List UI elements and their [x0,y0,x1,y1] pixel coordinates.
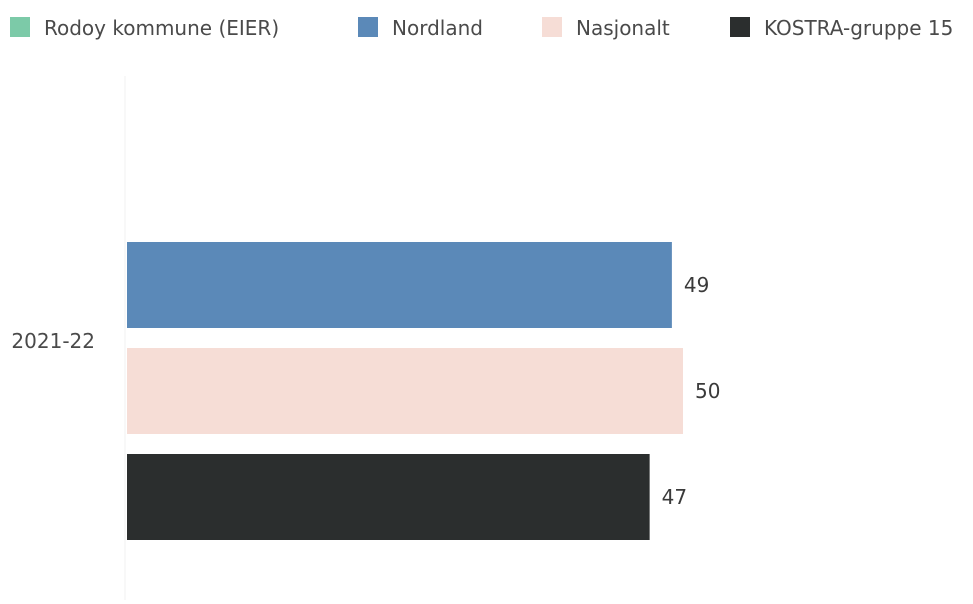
legend: Rodoy kommune (EIER) Nordland Nasjonalt KOS… [10,16,953,40]
bar-value-label: 50 [695,379,720,403]
category-ticks: 2021-22 [11,329,95,353]
legend-item[interactable]: Nordland [358,16,483,40]
bars-group: 49 50 47 [127,242,720,540]
legend-swatch [542,17,562,37]
bar[interactable] [127,348,683,434]
bar[interactable] [127,242,672,328]
legend-item[interactable]: Nasjonalt [542,16,670,40]
legend-swatch [358,17,378,37]
legend-label: Nordland [392,16,483,40]
legend-label: Nasjonalt [576,16,670,40]
bar-value-label: 47 [662,485,687,509]
legend-item[interactable]: Rodoy kommune (EIER) [10,16,279,40]
category-tick-label: 2021-22 [11,329,95,353]
bar[interactable] [127,454,650,540]
legend-label: KOSTRA-gruppe 15 [764,16,953,40]
legend-item[interactable]: KOSTRA-gruppe 15 [730,16,953,40]
legend-label: Rodoy kommune (EIER) [44,16,279,40]
legend-swatch [730,17,750,37]
legend-swatch [10,17,30,37]
bar-value-label: 49 [684,273,709,297]
